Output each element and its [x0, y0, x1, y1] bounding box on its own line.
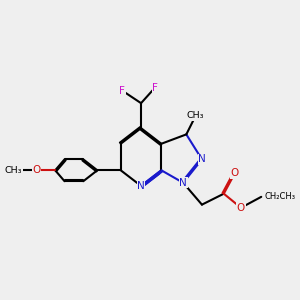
Text: N: N: [179, 178, 187, 188]
Text: CH₃: CH₃: [5, 166, 22, 175]
Text: O: O: [237, 203, 245, 213]
Text: N: N: [137, 181, 145, 191]
Text: CH₂CH₃: CH₂CH₃: [264, 192, 296, 201]
Text: CH₃: CH₃: [187, 111, 204, 120]
Text: F: F: [119, 86, 125, 96]
Text: O: O: [231, 168, 239, 178]
Text: N: N: [198, 154, 206, 164]
Text: F: F: [152, 82, 158, 93]
Text: O: O: [32, 165, 40, 175]
